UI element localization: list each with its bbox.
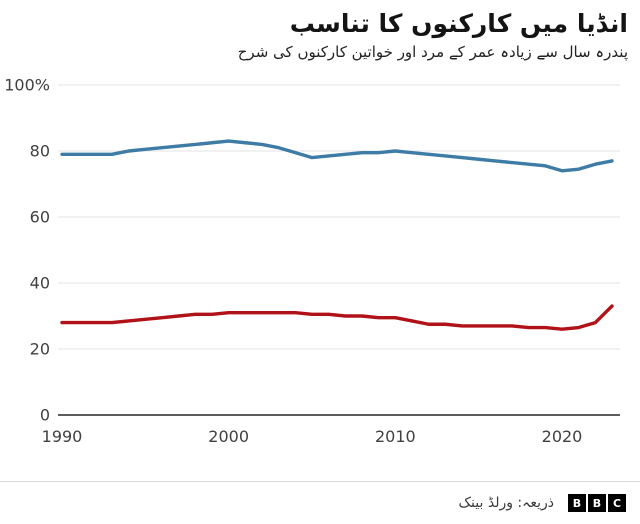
bbc-logo: B B C	[568, 494, 626, 512]
x-tick-label: 1990	[42, 427, 83, 446]
bbc-logo-letter-b1: B	[568, 494, 586, 512]
chart-area: 0 20 40 60 80 100% 1990 2000 2010 2020	[0, 63, 640, 455]
x-tick-label: 2000	[208, 427, 249, 446]
line-chart: 0 20 40 60 80 100% 1990 2000 2010 2020	[4, 76, 620, 446]
x-tick-label: 2010	[375, 427, 416, 446]
footer-divider	[0, 481, 640, 482]
bbc-logo-letter-b2: B	[588, 494, 606, 512]
series-line-red	[60, 304, 614, 332]
y-tick-label: 100%	[4, 76, 50, 95]
chart-footer: ذریعہ: ورلڈ بینک B B C	[0, 481, 640, 524]
y-tick-label: 40	[30, 274, 50, 293]
series-line-blue	[60, 139, 614, 173]
y-tick-label: 20	[30, 340, 50, 359]
bbc-logo-letter-c: C	[608, 494, 626, 512]
footer-row: ذریعہ: ورلڈ بینک B B C	[0, 482, 640, 524]
source-label: ذریعہ: ورلڈ بینک	[458, 495, 554, 511]
y-tick-label: 60	[30, 208, 50, 227]
page-title: انڈیا میں کارکنوں کا تناسب	[289, 9, 628, 38]
chart-header: انڈیا میں کارکنوں کا تناسب پندرہ سال سے …	[0, 0, 640, 61]
y-tick-label: 80	[30, 142, 50, 161]
page-subtitle: پندرہ سال سے زیادہ عمر کے مرد اور خواتین…	[237, 43, 628, 62]
y-tick-label: 0	[40, 406, 50, 425]
x-tick-label: 2020	[542, 427, 583, 446]
